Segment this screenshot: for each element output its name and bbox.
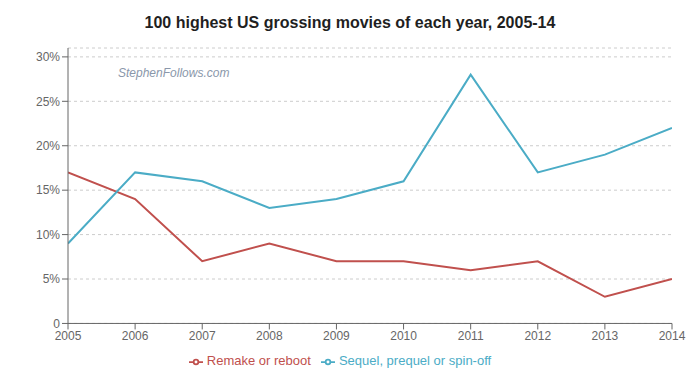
svg-text:2005: 2005 [55, 329, 82, 343]
html-text:StephenFollows.com: StephenFollows.com [118, 66, 230, 80]
svg-text:2008: 2008 [256, 329, 283, 343]
svg-text:2012: 2012 [524, 329, 551, 343]
svg-text:10%: 10% [36, 228, 60, 242]
svg-text:5%: 5% [43, 272, 61, 286]
svg-text:2013: 2013 [592, 329, 619, 343]
svg-text:15%: 15% [36, 183, 60, 197]
svg-text:2007: 2007 [189, 329, 216, 343]
svg-text:2011: 2011 [458, 329, 484, 343]
svg-text:20%: 20% [36, 139, 60, 153]
html-text:100 highest US grossing movies: 100 highest US grossing movies of each y… [144, 14, 556, 31]
html-text:Sequel, prequel or spin-off: Sequel, prequel or spin-off [338, 353, 492, 369]
svg-text:30%: 30% [36, 50, 60, 64]
html-text:Remake or reboot: Remake or reboot [206, 353, 311, 369]
svg-text:25%: 25% [36, 95, 60, 109]
svg-text:2006: 2006 [122, 329, 149, 343]
svg-text:2014: 2014 [659, 329, 686, 343]
svg-text:2009: 2009 [323, 329, 350, 343]
svg-text:0: 0 [53, 317, 60, 331]
svg-text:2010: 2010 [390, 329, 417, 343]
